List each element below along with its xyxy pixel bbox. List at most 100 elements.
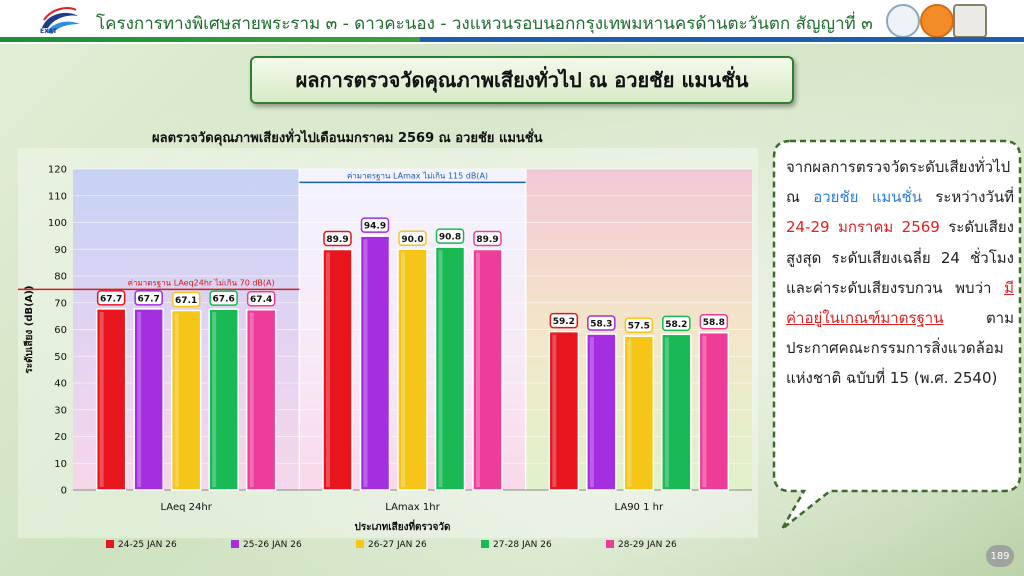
data-label: 58.3 (590, 320, 612, 330)
legend-item: 26-27 JAN 26 (356, 540, 427, 550)
summary-dates: 24-29 มกราคม 2569 (786, 218, 940, 237)
data-label-box (473, 230, 502, 247)
data-label: 59.2 (553, 317, 575, 327)
legend-swatch (231, 540, 239, 548)
data-label: 67.7 (100, 294, 122, 304)
data-label: 67.7 (138, 294, 160, 304)
bar-highlight (627, 339, 632, 487)
bar-highlight (137, 311, 142, 487)
data-label: 58.2 (665, 320, 687, 330)
data-label-box (624, 317, 654, 333)
data-label-box (587, 315, 616, 331)
standard-label-1: ค่ามาตรฐาน LAeq24hr ไม่เกิน 70 dB(A) (128, 278, 275, 287)
bar (434, 246, 466, 491)
summary-part-3: ระดับเสียงสูงสุด ระดับเสียงเฉลี่ย 24 ชั่… (786, 218, 1014, 297)
data-label-box (699, 313, 729, 330)
data-label-box (549, 312, 579, 329)
y-axis-label: ระดับเสียง (dB(A)) (23, 285, 35, 373)
data-label-box (662, 315, 691, 332)
bar-highlight (438, 250, 443, 487)
summary-text: จากผลการตรวจวัดระดับเสียงทั่วไป ณ อวยชัย… (786, 152, 1014, 394)
y-tick-label: 80 (54, 272, 67, 283)
legend-item: 24-25 JAN 26 (106, 540, 177, 550)
speech-bubble (772, 139, 1022, 530)
bar-highlight (476, 252, 480, 487)
noise-bar-chart: 0 10 20 30 40 50 60 70 80 90 100 110 120 ระดับเสียง (… (18, 148, 758, 538)
data-label: 67.4 (250, 295, 272, 305)
partner-logo-1 (886, 4, 920, 38)
legend-item: 27-28 JAN 26 (481, 540, 552, 550)
x-tick-label: LAeq 24hr (161, 502, 213, 513)
bar-highlight (174, 313, 179, 487)
bar (548, 330, 580, 491)
y-tick-label: 110 (48, 191, 67, 202)
data-label: 90.0 (401, 235, 423, 245)
bar (208, 308, 239, 491)
y-tick-label: 0 (61, 486, 67, 497)
exat-logo-text: EXAT (40, 28, 57, 35)
x-axis-label: ประเภทเสียงที่ตรวจวัด (355, 519, 451, 533)
bar-highlight (664, 337, 669, 487)
bar-highlight (401, 252, 405, 487)
bar (133, 308, 164, 491)
legend-label: 25-26 JAN 26 (243, 540, 302, 550)
legend-swatch (106, 540, 114, 548)
data-label-box (360, 217, 390, 233)
legend-item: 25-26 JAN 26 (231, 540, 302, 550)
bar-highlight (326, 252, 330, 487)
bar-highlight (702, 335, 707, 487)
bar (586, 333, 617, 491)
y-tick-label: 70 (54, 298, 67, 309)
y-tick-label: 60 (54, 325, 67, 336)
bar (661, 333, 692, 491)
data-label-box (134, 290, 163, 306)
summary-part-1: จากผลการตรวจวัดระดับเสียงทั่วไป ณ (786, 158, 1011, 207)
summary-part-2: ระหว่างวันที่ (921, 188, 1014, 207)
data-label: 58.8 (703, 318, 725, 328)
data-label: 57.5 (628, 322, 650, 332)
legend-swatch (356, 540, 364, 548)
chart-legend: 24-25 JAN 26 25-26 JAN 26 26-27 JAN 26 27-2… (90, 540, 770, 554)
header-bar: EXAT โครงการทางพิเศษสายพระราม ๓ - ดาวคะน… (0, 0, 1024, 44)
bar (170, 309, 202, 491)
data-label: 90.8 (439, 233, 461, 243)
bar (472, 248, 503, 491)
header-title: โครงการทางพิเศษสายพระราม ๓ - ดาวคะนอง - … (96, 14, 873, 34)
bar (322, 248, 353, 491)
data-label-box (96, 290, 126, 306)
y-tick-label: 100 (48, 218, 67, 229)
partner-logo-2 (920, 4, 954, 38)
bar-highlight (99, 311, 104, 487)
summary-verdict: มีค่าอยู่ในเกณฑ์มาตรฐาน (786, 278, 1014, 328)
y-tick-label: 30 (54, 405, 67, 416)
data-label-box (246, 290, 276, 307)
data-label-box (171, 291, 201, 308)
data-label: 67.1 (175, 296, 197, 306)
y-tick-label: 40 (54, 379, 67, 390)
y-tick-label: 10 (54, 459, 67, 470)
data-label: 89.9 (326, 235, 348, 245)
bar (623, 335, 655, 491)
bar (698, 331, 730, 491)
bar-highlight (589, 337, 594, 487)
bar-highlight (212, 312, 217, 487)
legend-swatch (481, 540, 489, 548)
bar (359, 235, 391, 491)
slide-title: ผลการตรวจวัดคุณภาพเสียงทั่วไป ณ อวยชัย แ… (250, 56, 794, 104)
chart-title: ผลตรวจวัดคุณภาพเสียงทั่วไปเดือนมกราคม 25… (152, 131, 543, 146)
data-label-box (323, 230, 352, 247)
bar-highlight (363, 239, 368, 487)
bar-highlight (249, 312, 254, 487)
y-tick-label: 120 (48, 165, 67, 176)
partner-logo-3 (953, 4, 987, 38)
bar-highlight (552, 334, 557, 487)
standard-label-2: ค่ามาตรฐาน LAmax ไม่เกิน 115 dB(A) (347, 171, 488, 180)
data-label-box (435, 228, 465, 244)
data-label: 94.9 (364, 222, 386, 232)
bar (245, 308, 277, 491)
exat-logo (42, 7, 80, 34)
x-tick-label: LAmax 1hr (385, 502, 440, 513)
legend-label: 27-28 JAN 26 (493, 540, 552, 550)
data-label-box (209, 290, 238, 306)
y-tick-label: 20 (54, 432, 67, 443)
